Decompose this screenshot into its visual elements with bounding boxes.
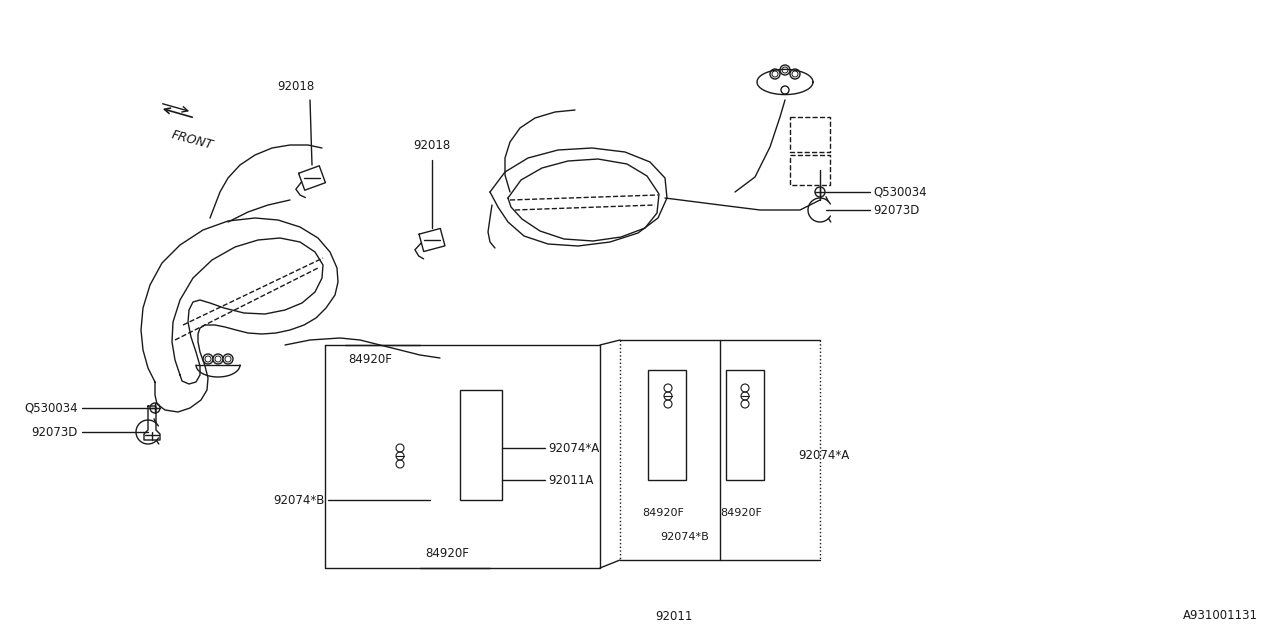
Text: Q530034: Q530034 <box>24 401 78 415</box>
Text: 92074*B: 92074*B <box>660 532 709 542</box>
Circle shape <box>790 69 800 79</box>
Text: 92018: 92018 <box>278 80 315 93</box>
Text: 84920F: 84920F <box>719 508 762 518</box>
Text: 92074*A: 92074*A <box>548 442 599 454</box>
Circle shape <box>771 69 780 79</box>
Bar <box>460 390 502 500</box>
Text: 92073D: 92073D <box>873 204 919 216</box>
Text: 92073D: 92073D <box>32 426 78 438</box>
Text: A931001131: A931001131 <box>1183 609 1258 622</box>
Text: 92074*A: 92074*A <box>797 449 849 461</box>
Text: 84920F: 84920F <box>643 508 684 518</box>
Text: Q530034: Q530034 <box>873 186 927 198</box>
Text: 84920F: 84920F <box>425 547 468 560</box>
Text: 92011A: 92011A <box>548 474 594 486</box>
Circle shape <box>780 65 790 75</box>
Text: 92018: 92018 <box>413 139 451 152</box>
Circle shape <box>212 354 223 364</box>
Bar <box>648 370 686 480</box>
Bar <box>726 370 764 480</box>
Text: 84920F: 84920F <box>348 353 392 366</box>
Circle shape <box>223 354 233 364</box>
Text: FRONT: FRONT <box>170 128 215 152</box>
Text: 92074*B: 92074*B <box>274 493 325 506</box>
Circle shape <box>204 354 212 364</box>
Text: 92011: 92011 <box>655 610 692 623</box>
